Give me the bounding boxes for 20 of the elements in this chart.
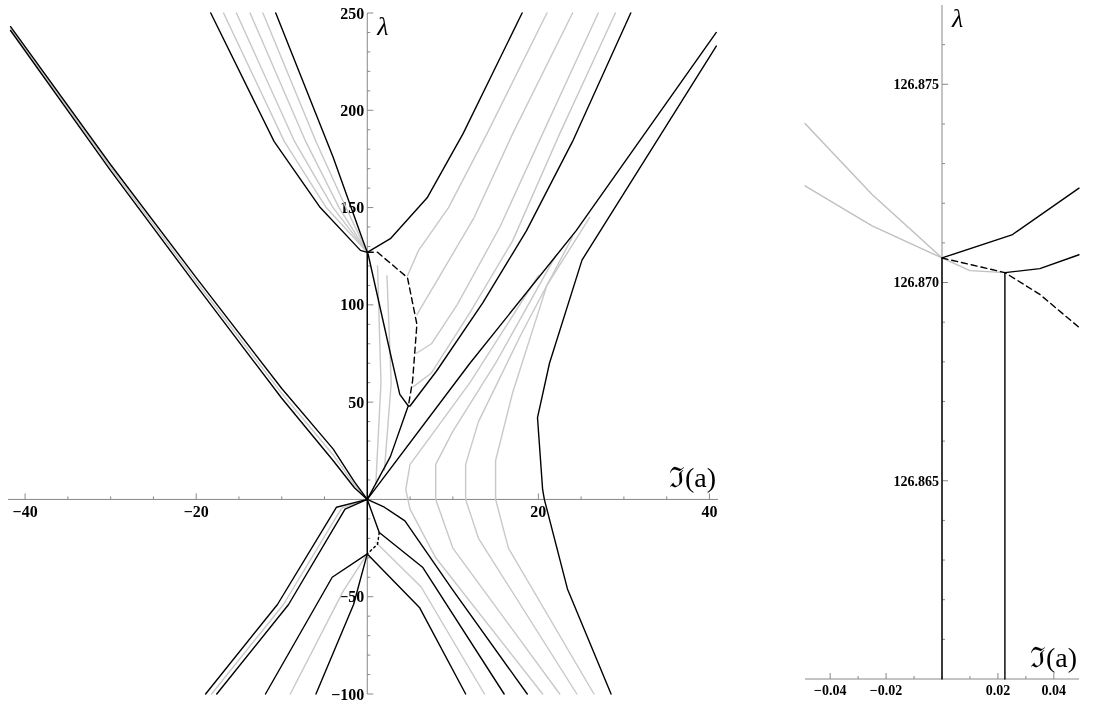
x-tick-label: 40 [701, 503, 718, 521]
x-tick-label: 0.02 [985, 683, 1011, 698]
y-tick-label: 50 [348, 393, 365, 411]
x-tick-label: −0.02 [869, 683, 903, 698]
y-tick-label: 126.870 [893, 275, 939, 291]
y-tick-label: 126.865 [893, 473, 939, 489]
y-axis-title: λ [376, 12, 389, 41]
x-axis-title: ℑ(a) [1029, 642, 1077, 673]
y-axis-title: λ [951, 4, 964, 33]
y-tick-label: −100 [331, 685, 365, 703]
x-tick-label: −40 [12, 503, 38, 521]
y-tick-label: 126.875 [893, 77, 939, 93]
x-tick-label: −20 [183, 503, 209, 521]
x-tick-label: −0.04 [813, 683, 847, 698]
y-tick-label: 250 [340, 4, 365, 22]
x-tick-label: 20 [530, 503, 547, 521]
x-tick-label: 0.04 [1041, 683, 1067, 698]
y-tick-label: 200 [340, 101, 365, 119]
x-axis-title: ℑ(a) [668, 462, 716, 494]
y-tick-label: 100 [340, 296, 365, 314]
